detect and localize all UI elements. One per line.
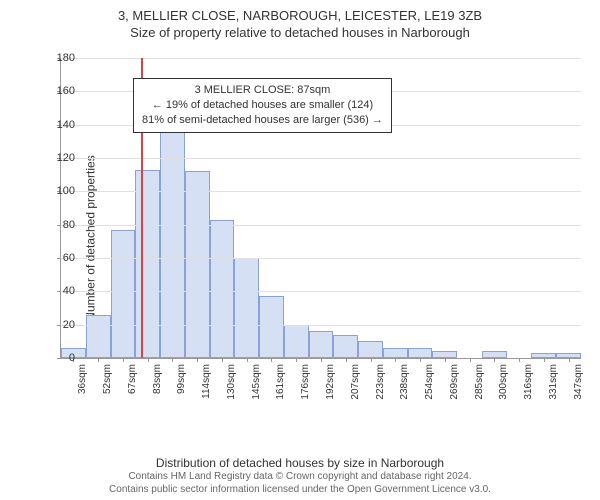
ytick-label: 120 bbox=[45, 152, 75, 164]
xtick-mark bbox=[395, 358, 396, 362]
footer-line1: Contains HM Land Registry data © Crown c… bbox=[0, 470, 600, 483]
histogram-bar bbox=[432, 351, 457, 358]
histogram-bar bbox=[160, 115, 185, 358]
chart-container: 3, MELLIER CLOSE, NARBOROUGH, LEICESTER,… bbox=[0, 0, 600, 500]
page-title-line2: Size of property relative to detached ho… bbox=[0, 23, 600, 40]
xtick-mark bbox=[98, 358, 99, 362]
histogram-bar bbox=[135, 170, 160, 358]
xtick-label: 130sqm bbox=[226, 364, 237, 400]
xtick-label: 176sqm bbox=[300, 364, 311, 400]
histogram-bar bbox=[210, 220, 235, 358]
histogram-bar bbox=[383, 348, 408, 358]
xtick-label: 161sqm bbox=[275, 364, 286, 400]
page-title-line1: 3, MELLIER CLOSE, NARBOROUGH, LEICESTER,… bbox=[0, 0, 600, 23]
xtick-label: 331sqm bbox=[548, 364, 559, 400]
xtick-label: 316sqm bbox=[523, 364, 534, 400]
ytick-label: 40 bbox=[45, 285, 75, 297]
gridline bbox=[61, 225, 581, 226]
ytick-label: 20 bbox=[45, 319, 75, 331]
gridline bbox=[61, 291, 581, 292]
xtick-mark bbox=[247, 358, 248, 362]
xtick-mark bbox=[494, 358, 495, 362]
ytick-label: 140 bbox=[45, 119, 75, 131]
histogram-bar bbox=[482, 351, 507, 358]
xtick-label: 300sqm bbox=[498, 364, 509, 400]
xtick-label: 114sqm bbox=[201, 364, 212, 399]
footer: Contains HM Land Registry data © Crown c… bbox=[0, 470, 600, 496]
annotation-box: 3 MELLIER CLOSE: 87sqm← 19% of detached … bbox=[133, 78, 392, 133]
histogram-bar bbox=[185, 171, 210, 358]
histogram-bar bbox=[284, 325, 309, 358]
xtick-label: 145sqm bbox=[251, 364, 262, 400]
gridline bbox=[61, 58, 581, 59]
annotation-line: 3 MELLIER CLOSE: 87sqm bbox=[142, 83, 383, 98]
xtick-label: 52sqm bbox=[102, 364, 113, 394]
xtick-mark bbox=[371, 358, 372, 362]
gridline bbox=[61, 191, 581, 192]
ytick-label: 0 bbox=[45, 352, 75, 364]
histogram-bar bbox=[86, 315, 111, 358]
ytick-label: 100 bbox=[45, 185, 75, 197]
histogram-bar bbox=[333, 335, 358, 358]
xtick-label: 285sqm bbox=[474, 364, 485, 400]
xtick-mark bbox=[569, 358, 570, 362]
footer-line2: Contains public sector information licen… bbox=[0, 483, 600, 496]
gridline bbox=[61, 325, 581, 326]
x-axis-label: Distribution of detached houses by size … bbox=[0, 456, 600, 470]
plot-area: 3 MELLIER CLOSE: 87sqm← 19% of detached … bbox=[60, 58, 581, 359]
xtick-label: 347sqm bbox=[573, 364, 584, 400]
xtick-mark bbox=[197, 358, 198, 362]
xtick-mark bbox=[148, 358, 149, 362]
xtick-label: 223sqm bbox=[375, 364, 386, 400]
xtick-label: 238sqm bbox=[399, 364, 410, 400]
xtick-label: 83sqm bbox=[152, 364, 163, 394]
xtick-mark bbox=[519, 358, 520, 362]
xtick-mark bbox=[544, 358, 545, 362]
annotation-line: ← 19% of detached houses are smaller (12… bbox=[142, 98, 383, 113]
ytick-label: 80 bbox=[45, 219, 75, 231]
xtick-label: 67sqm bbox=[127, 364, 138, 394]
histogram-bar bbox=[358, 341, 383, 358]
annotation-line: 81% of semi-detached houses are larger (… bbox=[142, 113, 383, 128]
histogram-bar bbox=[309, 331, 334, 358]
ytick-label: 180 bbox=[45, 52, 75, 64]
xtick-label: 254sqm bbox=[424, 364, 435, 400]
xtick-label: 99sqm bbox=[176, 364, 187, 394]
xtick-mark bbox=[296, 358, 297, 362]
xtick-mark bbox=[321, 358, 322, 362]
xtick-mark bbox=[346, 358, 347, 362]
xtick-label: 207sqm bbox=[350, 364, 361, 400]
xtick-mark bbox=[222, 358, 223, 362]
xtick-label: 192sqm bbox=[325, 364, 336, 400]
ytick-label: 60 bbox=[45, 252, 75, 264]
histogram-bar bbox=[234, 258, 259, 358]
xtick-label: 269sqm bbox=[449, 364, 460, 400]
chart-area: Number of detached properties 3 MELLIER … bbox=[0, 48, 600, 428]
ytick-label: 160 bbox=[45, 85, 75, 97]
xtick-mark bbox=[445, 358, 446, 362]
gridline bbox=[61, 158, 581, 159]
histogram-bar bbox=[408, 348, 433, 358]
xtick-mark bbox=[420, 358, 421, 362]
gridline bbox=[61, 258, 581, 259]
xtick-label: 36sqm bbox=[77, 364, 88, 394]
xtick-mark bbox=[470, 358, 471, 362]
histogram-bar bbox=[111, 230, 136, 358]
xtick-mark bbox=[271, 358, 272, 362]
xtick-mark bbox=[123, 358, 124, 362]
xtick-mark bbox=[172, 358, 173, 362]
histogram-bar bbox=[259, 296, 284, 358]
